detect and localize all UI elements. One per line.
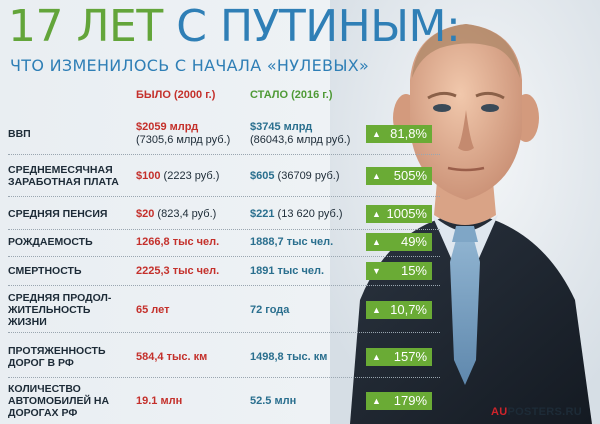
arrow-up-icon: ▲ xyxy=(372,209,381,219)
value-was: $2059 млрд (7305,6 млрд руб.) xyxy=(136,121,231,146)
arrow-up-icon: ▲ xyxy=(372,396,381,406)
value-now: 1498,8 тыс. км xyxy=(250,350,328,363)
row-label: СРЕДНЯЯ ПЕНСИЯ xyxy=(8,208,108,220)
title-years: 17 ЛЕТ xyxy=(8,1,177,52)
value-was: 65 лет xyxy=(136,303,170,316)
table-row: СРЕДНЯЯ ПРОДОЛ-ЖИТЕЛЬНОСТЬ ЖИЗНИ 65 лет … xyxy=(0,290,440,333)
value-now: $221 (13 620 руб.) xyxy=(250,207,343,220)
change-badge: ▲ 10,7% xyxy=(366,301,432,319)
value-now: 72 года xyxy=(250,303,290,316)
page-subtitle: ЧТО ИЗМЕНИЛОСЬ С НАЧАЛА «НУЛЕВЫХ» xyxy=(10,56,370,75)
row-label: КОЛИЧЕСТВО АВТОМОБИЛЕЙ НА ДОРОГАХ РФ xyxy=(8,383,110,419)
value-was: $20 (823,4 руб.) xyxy=(136,207,217,220)
row-label: ПРОТЯЖЕННОСТЬ ДОРОГ В РФ xyxy=(8,345,106,369)
table-row: КОЛИЧЕСТВО АВТОМОБИЛЕЙ НА ДОРОГАХ РФ 19.… xyxy=(0,381,440,421)
change-badge: ▲ 49% xyxy=(366,233,432,251)
change-badge: ▲ 505% xyxy=(366,167,432,185)
table-row: ВВП $2059 млрд (7305,6 млрд руб.) $3745 … xyxy=(0,116,440,155)
column-header-now: СТАЛО (2016 г.) xyxy=(250,89,333,101)
change-badge: ▲ 1005% xyxy=(366,205,432,223)
value-now: 1891 тыс чел. xyxy=(250,264,325,277)
row-label: РОЖДАЕМОСТЬ xyxy=(8,236,93,248)
arrow-up-icon: ▲ xyxy=(372,305,381,315)
arrow-up-icon: ▲ xyxy=(372,237,381,247)
value-was: 1266,8 тыс чел. xyxy=(136,235,220,248)
table-row: ПРОТЯЖЕННОСТЬ ДОРОГ В РФ 584,4 тыс. км 1… xyxy=(0,339,440,378)
watermark-logo: AUPOSTERS.RU xyxy=(490,406,582,418)
table-row: СРЕДНЯЯ ПЕНСИЯ $20 (823,4 руб.) $221 (13… xyxy=(0,201,440,230)
table-row: РОЖДАЕМОСТЬ 1266,8 тыс чел. 1888,7 тыс ч… xyxy=(0,230,440,257)
value-now: 1888,7 тыс чел. xyxy=(250,235,334,248)
row-label: ВВП xyxy=(8,128,31,140)
arrow-up-icon: ▲ xyxy=(372,129,381,139)
row-label: СРЕДНЕМЕСЯЧНАЯ ЗАРАБОТНАЯ ПЛАТА xyxy=(8,164,119,188)
value-now: $3745 млрд (86043,6 млрд руб.) xyxy=(250,121,351,146)
column-header-was: БЫЛО (2000 г.) xyxy=(136,89,216,101)
arrow-down-icon: ▼ xyxy=(372,266,381,276)
value-was: 2225,3 тыс чел. xyxy=(136,264,220,277)
arrow-up-icon: ▲ xyxy=(372,352,381,362)
arrow-up-icon: ▲ xyxy=(372,171,381,181)
value-now: 52.5 млн xyxy=(250,394,297,407)
value-was: $100 (2223 руб.) xyxy=(136,169,220,182)
row-label: СМЕРТНОСТЬ xyxy=(8,265,82,277)
table-row: СМЕРТНОСТЬ 2225,3 тыс чел. 1891 тыс чел.… xyxy=(0,259,440,286)
row-label: СРЕДНЯЯ ПРОДОЛ-ЖИТЕЛЬНОСТЬ ЖИЗНИ xyxy=(8,292,112,328)
value-was: 19.1 млн xyxy=(136,394,183,407)
change-badge: ▼ 15% xyxy=(366,262,432,280)
change-badge: ▲ 179% xyxy=(366,392,432,410)
page-title: 17 ЛЕТ С ПУТИНЫМ: xyxy=(8,1,461,52)
value-was: 584,4 тыс. км xyxy=(136,350,208,363)
title-with-putin: С ПУТИНЫМ: xyxy=(176,1,461,52)
table-row: СРЕДНЕМЕСЯЧНАЯ ЗАРАБОТНАЯ ПЛАТА $100 (22… xyxy=(0,158,440,197)
change-badge: ▲ 157% xyxy=(366,348,432,366)
change-badge: ▲ 81,8% xyxy=(366,125,432,143)
value-now: $605 (36709 руб.) xyxy=(250,169,340,182)
